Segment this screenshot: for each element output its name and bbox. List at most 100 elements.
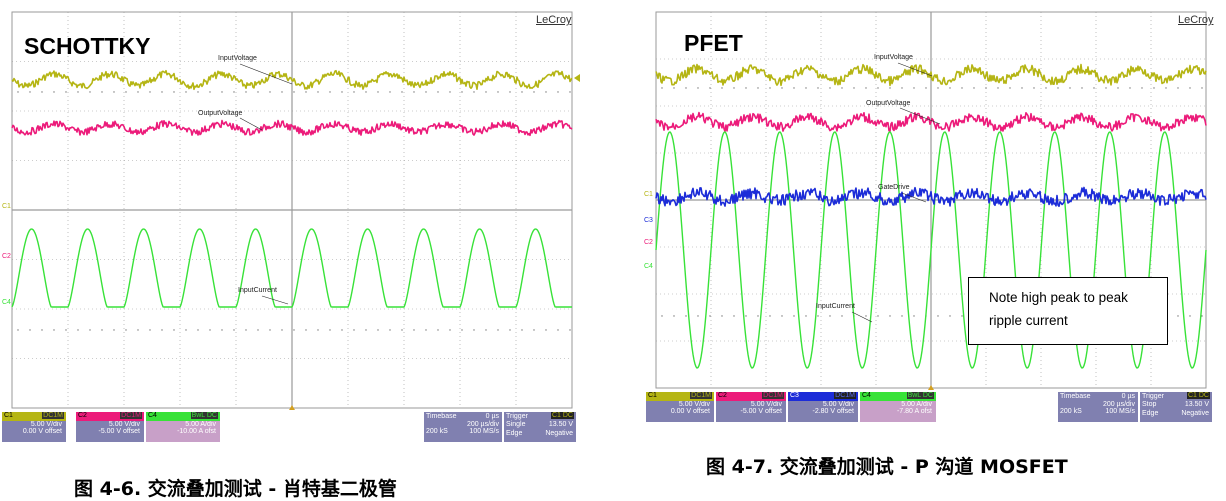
right-c4-ground-dots — [685, 315, 687, 317]
left-c1-ground-dots — [353, 91, 355, 93]
right-c1-ground-dots — [1045, 87, 1047, 89]
left-timebase-panel[interactable]: Timebase 0 µs 200 µs/div 200 kS 100 MS/s — [424, 412, 502, 442]
right-c1-ground-dots — [1165, 87, 1167, 89]
right-trigger-marker — [928, 385, 934, 390]
left-c1-ground-dots — [557, 91, 559, 93]
right-c1-ground-dots — [1201, 87, 1203, 89]
right-c3-scale: 5.00 V/div — [822, 401, 854, 408]
left-c4-ground-dots — [137, 329, 139, 331]
right-c1-ground-dots — [829, 87, 831, 89]
right-c1-ground-dots — [1141, 87, 1143, 89]
right-trace-output-voltage — [655, 111, 1207, 133]
left-c4-ground-dots — [413, 329, 415, 331]
left-pointer-input-voltage — [239, 63, 293, 85]
right-timebase-samples: 200 kS — [1060, 408, 1082, 415]
right-trace-input-current — [655, 131, 1207, 369]
left-c1-ground-dots — [113, 91, 115, 93]
left-c4-ground-dots — [41, 329, 43, 331]
right-note-box: Note high peak to peak ripple current — [968, 277, 1168, 345]
left-c1-ground-dots — [569, 91, 571, 93]
left-timebase-pos: 0 µs — [485, 413, 499, 420]
right-c1-ground-dots — [733, 87, 735, 89]
left-c1-marker: C1 — [2, 203, 11, 210]
right-channel-panel-c2[interactable]: C2 DC1M 5.00 V/div -5.00 V offset — [716, 392, 786, 422]
right-c1-ground-dots — [745, 87, 747, 89]
left-c4-ground-dots — [389, 329, 391, 331]
left-c1-ground-dots — [485, 91, 487, 93]
right-trigger-panel[interactable]: Trigger C1 DC Stop 13.50 V Edge Negative — [1140, 392, 1212, 422]
right-scope-screen: C1 C3 C2 C4 PFET LeCroy InputVoltage Output… — [640, 0, 1226, 450]
right-c4-ground-dots — [793, 315, 795, 317]
left-c1-ground-dots — [497, 91, 499, 93]
right-c1-ground-dots — [769, 87, 771, 89]
left-c1-offset: 0.00 V offset — [22, 428, 62, 435]
left-c1-ground-dots — [65, 91, 67, 93]
right-c1-ground-dots — [685, 87, 687, 89]
left-c1-ground-dots — [533, 91, 535, 93]
left-c1-ground-dots — [377, 91, 379, 93]
left-c4-ground-dots — [161, 329, 163, 331]
right-c4-ground-dots — [889, 315, 891, 317]
left-c4-scale: 5.00 A/div — [185, 421, 216, 428]
left-trace-output-voltage — [11, 119, 573, 137]
right-c4-ground-dots — [901, 315, 903, 317]
right-c1-ground-dots — [697, 87, 699, 89]
left-c1-ground-dots — [449, 91, 451, 93]
left-trigger-src: C1 DC — [550, 412, 574, 419]
left-timebase-samples: 200 kS — [426, 428, 448, 435]
right-title: PFET — [684, 30, 743, 56]
right-trigger-mode: Stop — [1142, 401, 1157, 408]
left-channel-panel-c4[interactable]: C4 BwL DC 5.00 A/div -10.00 A ofst — [146, 412, 220, 442]
right-c1-ground-dots — [1009, 87, 1011, 89]
right-c1-ground-dots — [865, 87, 867, 89]
right-channel-panel-c4[interactable]: C4 BwL DC 5.00 A/div -7.80 A ofst — [860, 392, 936, 422]
left-trigger-mode: Single — [506, 421, 526, 428]
left-c1-coupling: DC1M — [42, 412, 64, 419]
left-trigger-label: Trigger — [506, 413, 528, 420]
left-c1-ground-dots — [437, 91, 439, 93]
right-c3-offset: -2.80 V offset — [812, 408, 854, 415]
right-c1-offset: 0.00 V offset — [670, 408, 710, 415]
left-c2-coupling: DC1M — [120, 412, 142, 419]
right-channel-panel-c3[interactable]: C3 DC1M 5.00 V/div -2.80 V offset — [788, 392, 858, 422]
left-c4-ground-dots — [425, 329, 427, 331]
left-c4-ground-dots — [185, 329, 187, 331]
left-c4-ground-dots — [101, 329, 103, 331]
left-title: SCHOTTKY — [24, 33, 151, 59]
right-c4-ground-dots — [913, 315, 915, 317]
left-c4-ground-dots — [353, 329, 355, 331]
left-c1-ground-dots — [161, 91, 163, 93]
left-trigger-panel[interactable]: Trigger C1 DC Single 13.50 V Edge Negati… — [504, 412, 576, 442]
right-channel-panel-c1[interactable]: C1 DC1M 5.00 V/div 0.00 V offset — [646, 392, 714, 422]
right-c1-ground-dots — [757, 87, 759, 89]
right-trace-input-voltage — [655, 63, 1207, 87]
right-c1-ground-dots — [841, 87, 843, 89]
left-c1-ground-dots — [101, 91, 103, 93]
right-timebase-panel[interactable]: Timebase 0 µs 200 µs/div 200 kS 100 MS/s — [1058, 392, 1138, 422]
right-c4-coupling: BwL DC — [906, 392, 934, 399]
left-trace-input-voltage — [11, 69, 573, 91]
left-c1-ground-dots — [185, 91, 187, 93]
right-brand-logo: LeCroy — [1178, 14, 1214, 26]
right-c1-ground-dots — [1129, 87, 1131, 89]
right-c1-ground-dots — [661, 87, 663, 89]
right-c4-marker: C4 — [644, 263, 653, 270]
left-c1-ground-dots — [329, 91, 331, 93]
right-c1-ground-dots — [889, 87, 891, 89]
left-c1-ground-dots — [473, 91, 475, 93]
right-c4-ground-dots — [1201, 315, 1203, 317]
left-c1-ground-dots — [389, 91, 391, 93]
left-c4-ground-dots — [365, 329, 367, 331]
right-note-line-2: ripple current — [989, 313, 1068, 328]
left-channel-panel-c1[interactable]: C1 DC1M 5.00 V/div 0.00 V offset — [2, 412, 66, 442]
right-c4-ground-dots — [697, 315, 699, 317]
left-pointer-input-current — [261, 295, 289, 305]
left-c1-ground-dots — [521, 91, 523, 93]
right-label-input-voltage: InputVoltage — [874, 54, 913, 61]
left-channel-panel-c2[interactable]: C2 DC1M 5.00 V/div -5.00 V offset — [76, 412, 144, 442]
right-note-line-1: Note high peak to peak — [989, 290, 1128, 305]
left-trigger-type: Edge — [506, 430, 523, 437]
left-c4-ground-dots — [89, 329, 91, 331]
right-c4-ground-dots — [829, 315, 831, 317]
left-c4-ground-dots — [17, 329, 19, 331]
